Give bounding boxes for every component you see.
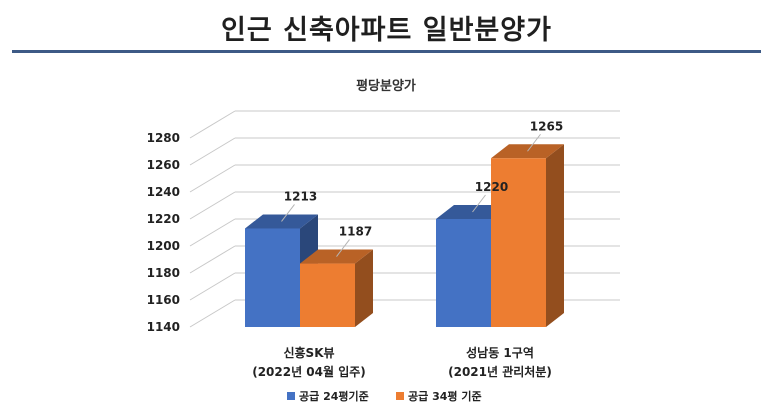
data-label: 1220 — [475, 180, 508, 194]
bar-front — [300, 263, 355, 327]
y-tick-label: 1260 — [147, 158, 180, 172]
x-tick-label: (2022년 04월 입주) — [252, 364, 366, 379]
gridline-diagonal — [189, 218, 236, 247]
legend-swatch — [287, 392, 295, 400]
x-tick-label: 성남동 1구역 — [466, 345, 534, 360]
bar — [300, 249, 373, 327]
bar — [245, 214, 318, 327]
page-title: 인근 신축아파트 일반분양가 — [221, 15, 552, 46]
y-tick-label: 1160 — [147, 293, 180, 307]
gridline-diagonal — [189, 299, 236, 328]
chart-title: 평당분양가 — [356, 78, 416, 94]
y-tick-label: 1200 — [147, 239, 180, 253]
gridline-diagonal — [189, 272, 236, 301]
bars — [245, 144, 564, 327]
data-label: 1213 — [284, 189, 317, 203]
data-label-leader — [336, 239, 350, 257]
data-label: 1187 — [339, 225, 372, 239]
gridline-diagonal — [189, 191, 236, 220]
gridline-diagonal — [189, 245, 236, 274]
legend-label: 공급 24평기준 — [299, 389, 369, 403]
bar-side — [355, 249, 373, 327]
data-label: 1265 — [530, 119, 563, 133]
y-tick-label: 1180 — [147, 266, 180, 280]
x-axis: 신흥SK뷰 (2022년 04월 입주) 성남동 1구역 (2021년 관리처분) — [252, 345, 552, 379]
x-tick-label: 신흥SK뷰 — [283, 345, 334, 360]
bar-front — [436, 219, 491, 327]
bar — [491, 144, 564, 327]
y-axis: 1140 1160 1180 1200 1220 1240 1260 1280 — [147, 131, 180, 334]
legend: 공급 24평기준 공급 34평 기준 — [287, 389, 482, 403]
legend-item: 공급 24평기준 — [287, 389, 369, 403]
gridline-diagonal — [189, 137, 236, 166]
gridline-diagonal — [189, 164, 236, 193]
x-tick-label: (2021년 관리처분) — [448, 364, 552, 379]
bar-side — [546, 144, 564, 327]
bar-front — [491, 158, 546, 327]
data-label-leader — [472, 194, 486, 213]
data-label-leader — [527, 133, 541, 152]
gridline-diagonal — [189, 110, 236, 139]
y-tick-label: 1240 — [147, 185, 180, 199]
legend-swatch — [396, 392, 404, 400]
bar-front — [245, 228, 300, 327]
y-tick-label: 1280 — [147, 131, 180, 145]
legend-item: 공급 34평 기준 — [396, 389, 482, 403]
legend-label: 공급 34평 기준 — [408, 389, 482, 403]
data-label-leader — [281, 204, 295, 222]
y-tick-label: 1140 — [147, 320, 180, 334]
title-divider — [12, 50, 761, 53]
y-tick-label: 1220 — [147, 212, 180, 226]
data-labels: 1213 1187 1220 1265 — [281, 119, 563, 257]
